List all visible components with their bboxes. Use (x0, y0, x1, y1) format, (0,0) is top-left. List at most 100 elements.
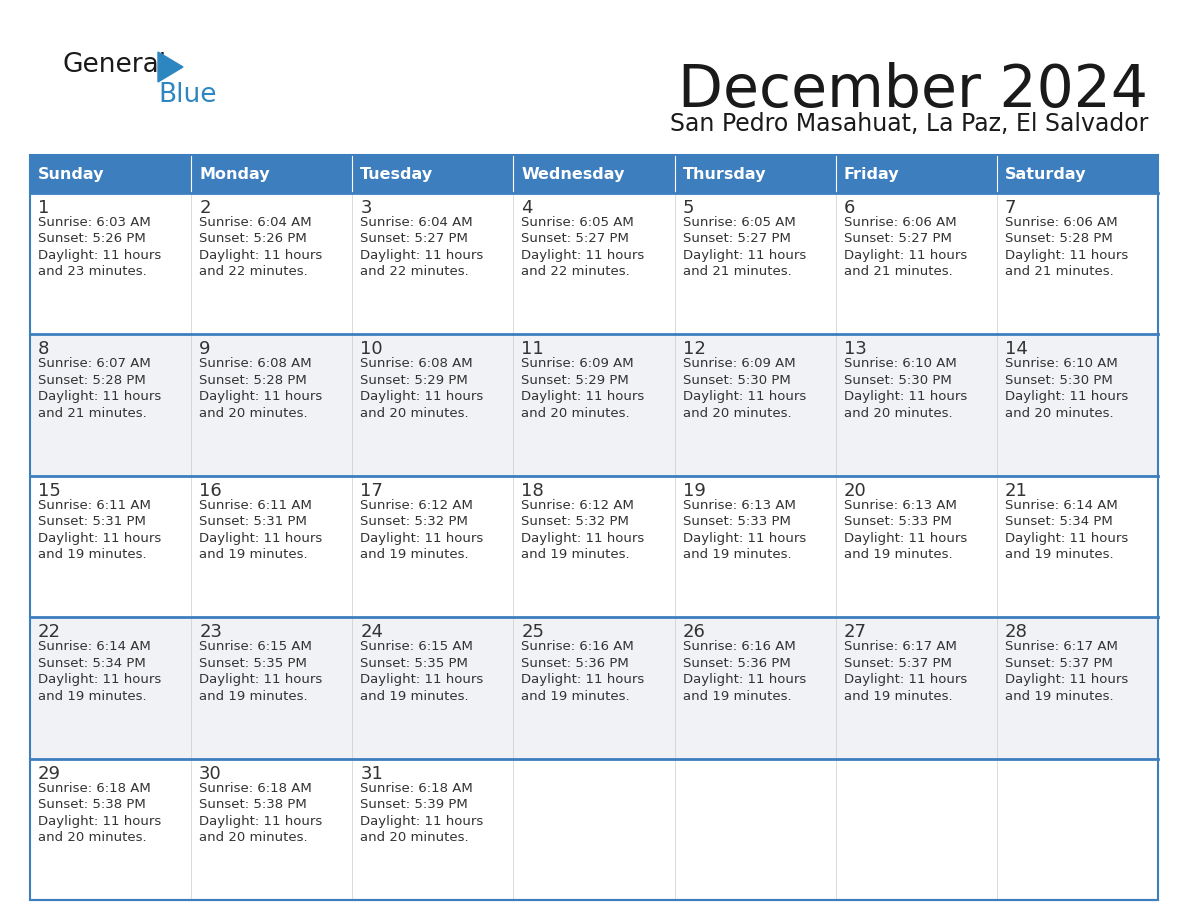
Bar (353, 193, 513, 334)
Bar (997, 617, 1158, 758)
Text: Sunset: 5:35 PM: Sunset: 5:35 PM (360, 656, 468, 669)
Bar (997, 334, 1158, 476)
Text: and 21 minutes.: and 21 minutes. (683, 265, 791, 278)
Polygon shape (158, 52, 183, 82)
Text: 20: 20 (843, 482, 866, 499)
Text: Sunrise: 6:12 AM: Sunrise: 6:12 AM (522, 498, 634, 511)
Bar (191, 758, 353, 900)
Text: Sunset: 5:39 PM: Sunset: 5:39 PM (360, 798, 468, 811)
Text: Daylight: 11 hours: Daylight: 11 hours (360, 390, 484, 403)
Text: Daylight: 11 hours: Daylight: 11 hours (38, 390, 162, 403)
Text: 7: 7 (1005, 199, 1017, 217)
Text: 28: 28 (1005, 623, 1028, 641)
Text: Sunrise: 6:04 AM: Sunrise: 6:04 AM (200, 216, 311, 229)
Text: Sunset: 5:27 PM: Sunset: 5:27 PM (843, 232, 952, 245)
Text: Tuesday: Tuesday (360, 166, 434, 182)
Text: and 20 minutes.: and 20 minutes. (843, 407, 953, 420)
Text: 1: 1 (38, 199, 50, 217)
Text: Sunset: 5:27 PM: Sunset: 5:27 PM (683, 232, 790, 245)
Bar (675, 193, 835, 334)
Text: Daylight: 11 hours: Daylight: 11 hours (200, 673, 322, 686)
Text: and 19 minutes.: and 19 minutes. (843, 548, 953, 561)
Text: Sunrise: 6:16 AM: Sunrise: 6:16 AM (683, 640, 795, 653)
Text: and 21 minutes.: and 21 minutes. (1005, 265, 1113, 278)
Text: Sunset: 5:37 PM: Sunset: 5:37 PM (843, 656, 952, 669)
Text: Daylight: 11 hours: Daylight: 11 hours (200, 249, 322, 262)
Text: and 23 minutes.: and 23 minutes. (38, 265, 147, 278)
Text: Sunrise: 6:15 AM: Sunrise: 6:15 AM (360, 640, 473, 653)
Bar (191, 193, 353, 334)
Text: Sunrise: 6:18 AM: Sunrise: 6:18 AM (38, 781, 151, 794)
Bar (30, 155, 191, 193)
Text: Sunrise: 6:09 AM: Sunrise: 6:09 AM (522, 357, 634, 370)
Text: and 20 minutes.: and 20 minutes. (360, 831, 469, 844)
Text: Sunset: 5:31 PM: Sunset: 5:31 PM (200, 515, 307, 528)
Text: and 21 minutes.: and 21 minutes. (38, 407, 147, 420)
Text: San Pedro Masahuat, La Paz, El Salvador: San Pedro Masahuat, La Paz, El Salvador (670, 112, 1148, 136)
Text: Daylight: 11 hours: Daylight: 11 hours (522, 532, 645, 544)
Bar (675, 476, 835, 617)
Text: 8: 8 (38, 341, 50, 358)
Text: Sunset: 5:34 PM: Sunset: 5:34 PM (38, 656, 146, 669)
Text: 3: 3 (360, 199, 372, 217)
Text: Daylight: 11 hours: Daylight: 11 hours (1005, 532, 1129, 544)
Bar (353, 476, 513, 617)
Bar (513, 334, 675, 476)
Text: and 22 minutes.: and 22 minutes. (200, 265, 308, 278)
Bar (30, 155, 1158, 900)
Bar (353, 334, 513, 476)
Text: Daylight: 11 hours: Daylight: 11 hours (38, 673, 162, 686)
Text: Sunset: 5:38 PM: Sunset: 5:38 PM (38, 798, 146, 811)
Text: Daylight: 11 hours: Daylight: 11 hours (200, 814, 322, 827)
Bar (513, 617, 675, 758)
Text: 13: 13 (843, 341, 866, 358)
Bar (30, 334, 191, 476)
Bar (675, 758, 835, 900)
Bar (513, 758, 675, 900)
Text: 4: 4 (522, 199, 533, 217)
Text: and 19 minutes.: and 19 minutes. (522, 689, 630, 702)
Text: 18: 18 (522, 482, 544, 499)
Text: and 19 minutes.: and 19 minutes. (843, 689, 953, 702)
Text: Sunset: 5:30 PM: Sunset: 5:30 PM (683, 374, 790, 386)
Text: 24: 24 (360, 623, 384, 641)
Text: Daylight: 11 hours: Daylight: 11 hours (360, 814, 484, 827)
Text: Sunset: 5:30 PM: Sunset: 5:30 PM (1005, 374, 1113, 386)
Text: Blue: Blue (158, 82, 216, 108)
Text: Sunset: 5:36 PM: Sunset: 5:36 PM (522, 656, 630, 669)
Text: and 19 minutes.: and 19 minutes. (38, 548, 146, 561)
Text: Daylight: 11 hours: Daylight: 11 hours (843, 390, 967, 403)
Bar (675, 155, 835, 193)
Text: 17: 17 (360, 482, 384, 499)
Text: and 19 minutes.: and 19 minutes. (200, 548, 308, 561)
Bar (997, 155, 1158, 193)
Bar (353, 758, 513, 900)
Text: Sunset: 5:31 PM: Sunset: 5:31 PM (38, 515, 146, 528)
Text: and 20 minutes.: and 20 minutes. (522, 407, 630, 420)
Text: Sunset: 5:26 PM: Sunset: 5:26 PM (200, 232, 307, 245)
Text: Daylight: 11 hours: Daylight: 11 hours (683, 249, 805, 262)
Bar (835, 617, 997, 758)
Text: Sunrise: 6:18 AM: Sunrise: 6:18 AM (200, 781, 312, 794)
Text: 10: 10 (360, 341, 383, 358)
Text: Sunset: 5:34 PM: Sunset: 5:34 PM (1005, 515, 1113, 528)
Text: Daylight: 11 hours: Daylight: 11 hours (360, 673, 484, 686)
Text: Sunset: 5:32 PM: Sunset: 5:32 PM (522, 515, 630, 528)
Text: Daylight: 11 hours: Daylight: 11 hours (683, 532, 805, 544)
Text: Sunrise: 6:11 AM: Sunrise: 6:11 AM (38, 498, 151, 511)
Text: Daylight: 11 hours: Daylight: 11 hours (1005, 390, 1129, 403)
Text: and 20 minutes.: and 20 minutes. (360, 407, 469, 420)
Text: 15: 15 (38, 482, 61, 499)
Text: and 20 minutes.: and 20 minutes. (200, 407, 308, 420)
Text: Sunrise: 6:09 AM: Sunrise: 6:09 AM (683, 357, 795, 370)
Text: Daylight: 11 hours: Daylight: 11 hours (200, 532, 322, 544)
Text: and 22 minutes.: and 22 minutes. (360, 265, 469, 278)
Text: 19: 19 (683, 482, 706, 499)
Text: Sunset: 5:37 PM: Sunset: 5:37 PM (1005, 656, 1113, 669)
Text: Thursday: Thursday (683, 166, 766, 182)
Text: Daylight: 11 hours: Daylight: 11 hours (522, 249, 645, 262)
Text: 12: 12 (683, 341, 706, 358)
Bar (191, 476, 353, 617)
Text: Sunset: 5:29 PM: Sunset: 5:29 PM (360, 374, 468, 386)
Text: and 21 minutes.: and 21 minutes. (843, 265, 953, 278)
